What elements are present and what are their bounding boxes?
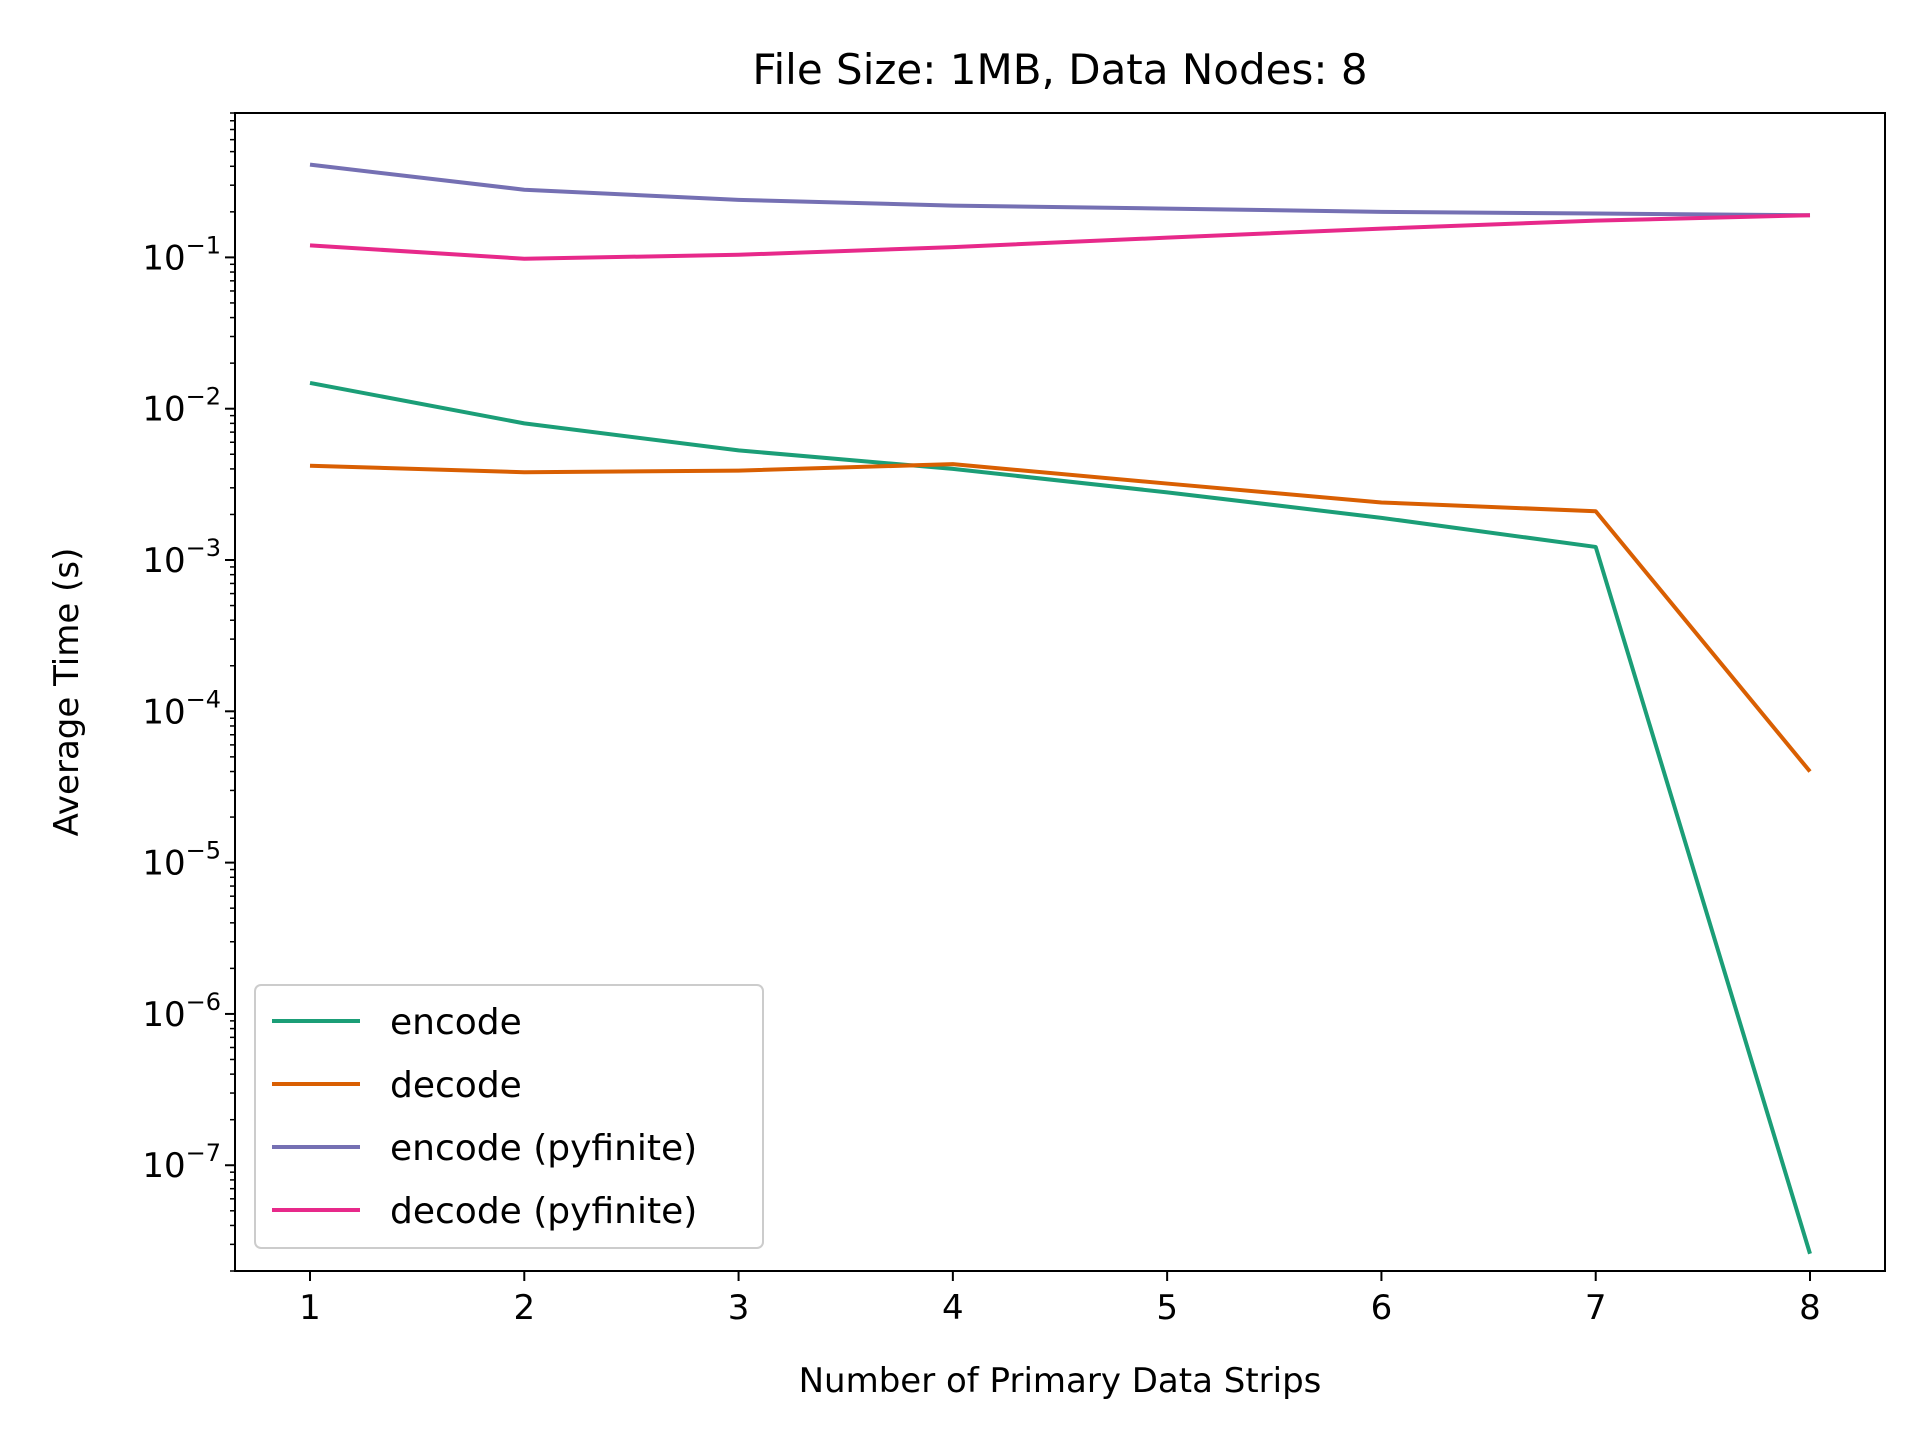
series-line-3 bbox=[309, 213, 1811, 261]
chart-title: File Size: 1MB, Data Nodes: 8 bbox=[752, 45, 1367, 94]
x-tick-label-6: 7 bbox=[1585, 1288, 1607, 1328]
legend-label-3: decode (pyfinite) bbox=[390, 1191, 697, 1232]
y-tick-label-0: 10−7 bbox=[142, 1139, 221, 1186]
series-line-2 bbox=[309, 162, 1811, 218]
y-tick-label-5: 10−2 bbox=[142, 383, 221, 430]
x-axis-ticks: 1 2 3 4 5 6 7 8 bbox=[299, 1271, 1821, 1328]
y-axis-ticks: 10−7 10−6 10−5 10−4 10−3 10−2 10−1 bbox=[142, 112, 235, 1272]
x-tick-label-2: 3 bbox=[728, 1288, 750, 1328]
y-tick-label-1: 10−6 bbox=[142, 988, 221, 1035]
legend-label-0: encode bbox=[390, 1002, 522, 1043]
x-tick-label-4: 5 bbox=[1156, 1288, 1178, 1328]
y-tick-label-6: 10−1 bbox=[142, 231, 221, 278]
series-line-0 bbox=[309, 380, 1812, 1255]
y-tick-label-2: 10−5 bbox=[142, 837, 221, 884]
legend-label-2: encode (pyfinite) bbox=[390, 1128, 697, 1169]
legend-label-1: decode bbox=[390, 1065, 522, 1106]
x-tick-label-7: 8 bbox=[1799, 1288, 1821, 1328]
x-tick-label-3: 4 bbox=[942, 1288, 964, 1328]
series-layer bbox=[309, 162, 1812, 1255]
plot-frame bbox=[234, 112, 1886, 1272]
legend-box bbox=[254, 984, 764, 1249]
legend: encode decode encode (pyfinite) decode (pyf… bbox=[254, 984, 764, 1249]
x-tick-label-0: 1 bbox=[299, 1288, 321, 1328]
x-tick-label-1: 2 bbox=[513, 1288, 535, 1328]
y-axis-label: Average Time (s) bbox=[47, 548, 87, 837]
x-tick-label-5: 6 bbox=[1371, 1288, 1393, 1328]
x-axis-label: Number of Primary Data Strips bbox=[799, 1361, 1322, 1401]
y-tick-label-3: 10−4 bbox=[142, 685, 221, 732]
y-tick-label-4: 10−3 bbox=[142, 534, 221, 581]
series-line-1 bbox=[309, 462, 1812, 773]
